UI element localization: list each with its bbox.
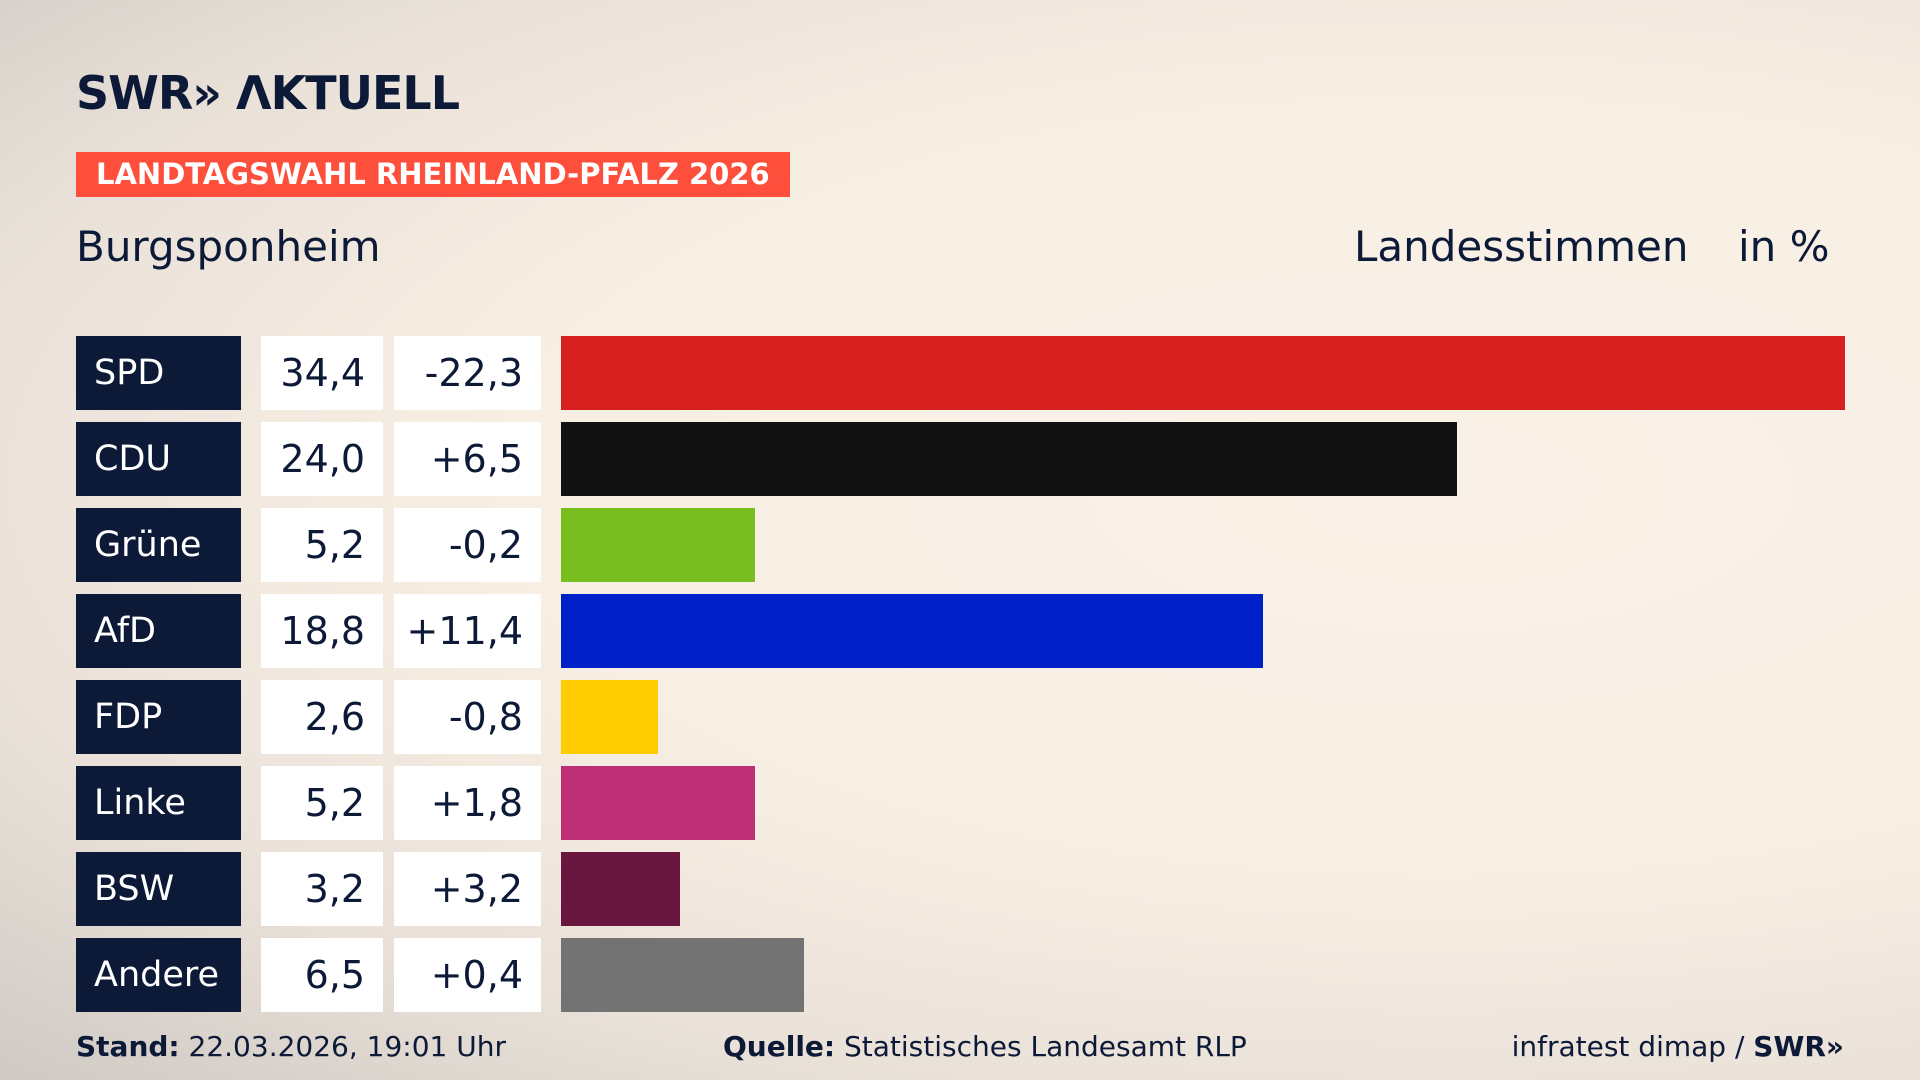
source-label: Quelle: [723, 1030, 836, 1063]
bar-spd [561, 336, 1845, 410]
swr-aktuell-logo: SWR» ΛKTUELL [76, 66, 460, 120]
bar-fdp [561, 680, 659, 754]
change-label: +0,4 [394, 938, 541, 1012]
election-banner: LANDTAGSWAHL RHEINLAND-PFALZ 2026 [76, 152, 790, 197]
result-row: Grüne 5,2 -0,2 [76, 508, 1876, 582]
result-row: CDU 24,0 +6,5 [76, 422, 1876, 496]
change-label: -0,8 [394, 680, 541, 754]
result-row: AfD 18,8 +11,4 [76, 594, 1876, 668]
votes-header: Landesstimmen [1354, 222, 1689, 271]
stand: Stand: 22.03.2026, 19:01 Uhr [76, 1030, 506, 1063]
swr-logo: SWR» [1753, 1030, 1844, 1063]
value-label: 24,0 [261, 422, 383, 496]
change-label: -0,2 [394, 508, 541, 582]
unit-header: in % [1738, 222, 1830, 271]
result-row: FDP 2,6 -0,8 [76, 680, 1876, 754]
value-label: 5,2 [261, 766, 383, 840]
result-row: BSW 3,2 +3,2 [76, 852, 1876, 926]
party-label: Andere [76, 938, 241, 1012]
change-label: +6,5 [394, 422, 541, 496]
change-label: -22,3 [394, 336, 541, 410]
party-label: SPD [76, 336, 241, 410]
bar-afd [561, 594, 1263, 668]
credit-text: infratest dimap / [1511, 1030, 1754, 1063]
value-label: 3,2 [261, 852, 383, 926]
value-label: 2,6 [261, 680, 383, 754]
bar-linke [561, 766, 756, 840]
bar-cdu [561, 422, 1457, 496]
value-label: 34,4 [261, 336, 383, 410]
bar-bsw [561, 852, 681, 926]
change-label: +3,2 [394, 852, 541, 926]
result-row: SPD 34,4 -22,3 [76, 336, 1876, 410]
party-label: Grüne [76, 508, 241, 582]
change-label: +1,8 [394, 766, 541, 840]
party-label: Linke [76, 766, 241, 840]
bar-andere [561, 938, 804, 1012]
source: Quelle: Statistisches Landesamt RLP [723, 1030, 1247, 1063]
party-label: CDU [76, 422, 241, 496]
result-row: Andere 6,5 +0,4 [76, 938, 1876, 1012]
bar-grüne [561, 508, 756, 582]
change-label: +11,4 [394, 594, 541, 668]
place-title: Burgsponheim [76, 222, 381, 271]
value-label: 6,5 [261, 938, 383, 1012]
party-label: BSW [76, 852, 241, 926]
party-label: FDP [76, 680, 241, 754]
credit: infratest dimap / SWR» [1512, 1030, 1844, 1063]
source-value: Statistisches Landesamt RLP [844, 1030, 1247, 1063]
stand-label: Stand: [76, 1030, 180, 1063]
stand-value: 22.03.2026, 19:01 Uhr [188, 1030, 506, 1063]
value-label: 18,8 [261, 594, 383, 668]
value-label: 5,2 [261, 508, 383, 582]
result-row: Linke 5,2 +1,8 [76, 766, 1876, 840]
party-label: AfD [76, 594, 241, 668]
